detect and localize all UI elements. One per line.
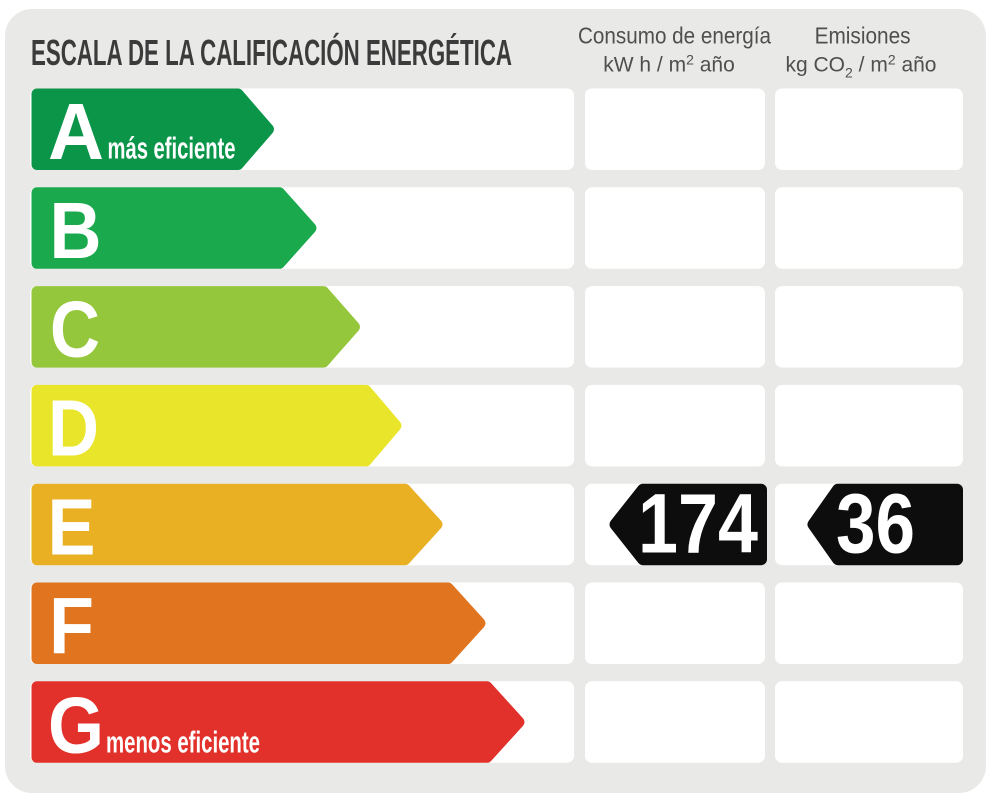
svg-text:Emisiones: Emisiones: [815, 23, 911, 49]
svg-text:G: G: [48, 681, 104, 770]
svg-text:F: F: [49, 581, 94, 670]
svg-text:A: A: [48, 87, 104, 176]
svg-text:más eficiente: más eficiente: [108, 132, 236, 166]
svg-text:kg CO2 / m2 año: kg CO2 / m2 año: [786, 52, 937, 81]
svg-text:kW h / m2 año: kW h / m2 año: [603, 52, 735, 77]
svg-text:ESCALA DE LA CALIFICACIÓN ENER: ESCALA DE LA CALIFICACIÓN ENERGÉTICA: [31, 31, 512, 73]
svg-text:menos eficiente: menos eficiente: [106, 726, 260, 760]
svg-text:C: C: [50, 285, 100, 374]
svg-text:E: E: [48, 483, 96, 572]
svg-text:174: 174: [638, 477, 758, 571]
svg-text:36: 36: [836, 477, 915, 571]
svg-text:B: B: [50, 186, 102, 275]
svg-text:D: D: [48, 383, 99, 472]
svg-text:Consumo de energía: Consumo de energía: [578, 23, 771, 49]
